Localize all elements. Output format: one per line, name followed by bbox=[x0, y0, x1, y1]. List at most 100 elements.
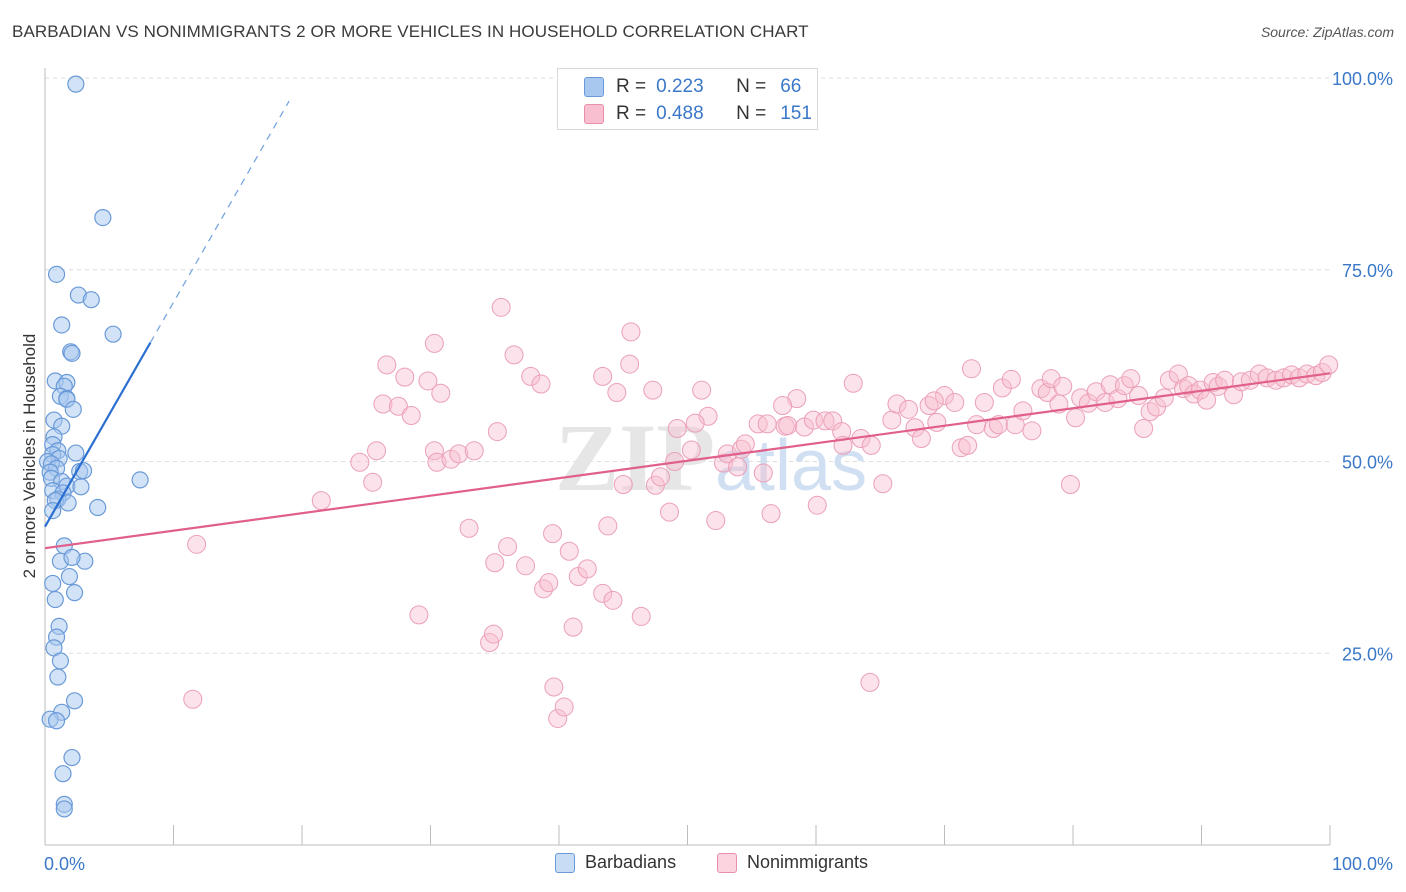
y-tick-label: 25.0% bbox=[1342, 644, 1393, 664]
nonimmigrants-point bbox=[593, 583, 613, 603]
nonimmigrants-point bbox=[483, 624, 503, 644]
nonimmigrants-point bbox=[899, 399, 919, 419]
nonimmigrants-point bbox=[685, 413, 705, 433]
y-axis-title: 2 or more Vehicles in Household bbox=[20, 333, 39, 579]
nonimmigrants-point bbox=[967, 415, 987, 435]
nonimmigrants-point bbox=[431, 383, 451, 403]
nonimmigrants-points bbox=[183, 297, 1339, 728]
nonimmigrants-point bbox=[367, 441, 387, 461]
barbadians-point bbox=[67, 75, 85, 93]
barbadians-point bbox=[63, 344, 81, 362]
nonimmigrants-point bbox=[539, 573, 559, 593]
nonimmigrants-point bbox=[459, 518, 479, 538]
nonimmigrants-point bbox=[1066, 408, 1086, 428]
barbadians-point bbox=[54, 765, 72, 783]
nonimmigrants-point bbox=[924, 391, 944, 411]
barbadians-point bbox=[47, 712, 66, 730]
nonimmigrants-point bbox=[187, 534, 207, 554]
legend-row-nonimmigrants: R = 0.488 N = 151 bbox=[584, 103, 812, 125]
nonimmigrants-point bbox=[778, 415, 798, 435]
nonimmigrants-point bbox=[548, 708, 568, 728]
nonimmigrants-point bbox=[631, 606, 651, 626]
nonimmigrants-point bbox=[377, 355, 397, 375]
nonimmigrants-point bbox=[887, 394, 907, 414]
barbadians-point bbox=[49, 668, 67, 686]
nonimmigrants-point bbox=[961, 359, 981, 379]
nonimmigrants-point bbox=[598, 516, 618, 536]
nonimmigrants-point bbox=[424, 333, 444, 353]
barbadians-point bbox=[65, 692, 84, 710]
nonimmigrants-point bbox=[485, 553, 505, 573]
nonimmigrants-point bbox=[373, 394, 393, 414]
barbadians-point bbox=[82, 291, 100, 309]
nonimmigrants-point bbox=[504, 345, 524, 365]
barbadians-points bbox=[38, 75, 149, 818]
nonimmigrants-point bbox=[843, 373, 863, 393]
nonimmigrants-point bbox=[183, 689, 203, 709]
nonimmigrants-point bbox=[521, 366, 541, 386]
nonimmigrants-point bbox=[815, 411, 835, 431]
y-tick-label: 50.0% bbox=[1342, 453, 1393, 473]
source-credit: Source: ZipAtlas.com bbox=[1260, 24, 1394, 40]
nonimmigrants-point bbox=[1134, 419, 1154, 439]
nonimmigrants-point bbox=[1312, 363, 1332, 383]
nonimmigrants-point bbox=[988, 415, 1008, 435]
legend-swatch-nonimmigrants bbox=[717, 852, 737, 873]
nonimmigrants-point bbox=[563, 617, 583, 637]
legend-r-value: 0.223 bbox=[656, 76, 704, 97]
nonimmigrants-point bbox=[487, 422, 507, 442]
barbadians-point bbox=[63, 748, 81, 767]
nonimmigrants-point bbox=[757, 414, 777, 434]
barbadians-point bbox=[67, 444, 85, 462]
barbadians-point bbox=[63, 548, 81, 566]
nonimmigrants-point bbox=[651, 467, 671, 487]
barbadians-point bbox=[104, 325, 122, 343]
legend-item-barbadians[interactable]: Barbadians bbox=[555, 852, 676, 873]
nonimmigrants-point bbox=[706, 511, 726, 531]
nonimmigrants-point bbox=[681, 440, 701, 460]
nonimmigrants-point bbox=[761, 504, 781, 524]
legend-swatch-barbadians bbox=[555, 852, 575, 873]
barbadians-point bbox=[94, 208, 112, 227]
barbadians-point bbox=[64, 400, 82, 418]
nonimmigrants-point bbox=[1319, 355, 1339, 375]
legend-r-value: 0.488 bbox=[656, 103, 704, 124]
barbadians-point bbox=[131, 471, 149, 489]
barbadians-point bbox=[65, 584, 84, 602]
nonimmigrants-point bbox=[424, 441, 444, 461]
nonimmigrants-point bbox=[543, 524, 563, 544]
nonimmigrants-point bbox=[464, 441, 484, 461]
nonimmigrants-point bbox=[753, 463, 773, 483]
barbadians-trend-extension bbox=[149, 100, 290, 343]
legend-n-value: 151 bbox=[780, 103, 812, 124]
nonimmigrants-point bbox=[498, 537, 518, 557]
tick-labels: 100.0% 75.0% 50.0% 25.0% 0.0% 100.0% bbox=[44, 69, 1393, 874]
barbadians-point bbox=[60, 567, 79, 586]
nonimmigrants-point bbox=[958, 435, 978, 455]
nonimmigrants-point bbox=[395, 367, 415, 387]
nonimmigrants-point bbox=[418, 371, 438, 391]
barbadians-trend-line bbox=[44, 342, 152, 528]
legend-item-nonimmigrants[interactable]: Nonimmigrants bbox=[717, 852, 868, 873]
legend-label-nonimmigrants: Nonimmigrants bbox=[747, 852, 869, 872]
nonimmigrants-point bbox=[544, 677, 564, 697]
nonimmigrants-point bbox=[1215, 370, 1235, 390]
nonimmigrants-point bbox=[911, 428, 931, 448]
nonimmigrants-trend-line bbox=[44, 372, 1331, 550]
nonimmigrants-point bbox=[388, 396, 408, 416]
nonimmigrants-point bbox=[449, 444, 469, 464]
legend-r-label: R = bbox=[616, 103, 647, 124]
barbadians-point bbox=[89, 498, 107, 517]
legend-swatch-nonimmigrants bbox=[584, 104, 604, 124]
nonimmigrants-point bbox=[713, 453, 733, 473]
nonimmigrants-point bbox=[728, 457, 748, 477]
nonimmigrants-point bbox=[1053, 376, 1073, 396]
legend-n-label: N = bbox=[736, 103, 767, 124]
legend-row-barbadians: R = 0.223 N = 66 bbox=[584, 76, 801, 98]
nonimmigrants-point bbox=[1041, 369, 1061, 389]
y-tick-label: 75.0% bbox=[1342, 261, 1393, 281]
nonimmigrants-point bbox=[621, 322, 641, 342]
correlation-legend: R = 0.223 N = 66 R = 0.488 N = 151 bbox=[557, 68, 818, 130]
chart-title: BARBADIAN VS NONIMMIGRANTS 2 OR MORE VEH… bbox=[12, 22, 809, 41]
barbadians-point bbox=[53, 316, 71, 334]
